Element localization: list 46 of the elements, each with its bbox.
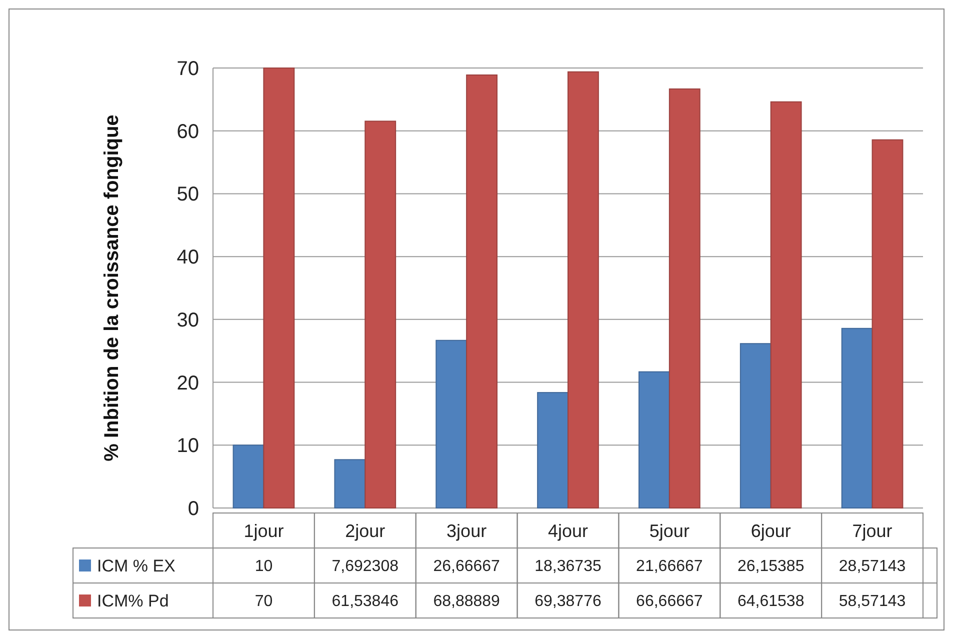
x-tick-label: 6jour <box>750 520 791 541</box>
y-axis-title: % Inbition de la croissance fongique <box>101 114 123 462</box>
data-label: 18,36735 <box>534 558 602 576</box>
data-label: 69,38776 <box>534 593 602 610</box>
data-label: 28,57143 <box>838 558 906 576</box>
y-tick-label: 50 <box>176 184 199 206</box>
y-tick-label: 30 <box>176 309 199 332</box>
bar <box>466 74 498 508</box>
y-tick-label: 20 <box>176 372 199 394</box>
bar <box>232 444 264 508</box>
bar <box>740 343 772 508</box>
x-tick-label: 3jour <box>446 520 487 541</box>
data-label: 10 <box>254 558 273 576</box>
bar <box>770 101 802 508</box>
y-tick-label: 60 <box>176 120 199 143</box>
y-tick-label: 0 <box>188 498 199 520</box>
y-tick-label: 70 <box>176 58 199 80</box>
data-label: 70 <box>254 593 273 610</box>
y-tick-label: 40 <box>176 246 199 269</box>
x-tick-label: 5jour <box>649 520 690 541</box>
bar <box>638 371 670 508</box>
bar <box>436 340 468 508</box>
bar <box>263 68 295 508</box>
bar <box>568 71 599 508</box>
data-label: 58,57143 <box>838 593 906 610</box>
legend-label: ICM % EX <box>97 556 176 576</box>
bar <box>364 120 396 508</box>
data-label: 26,15385 <box>737 558 804 576</box>
y-tick-label: 10 <box>176 435 199 458</box>
bar <box>668 88 700 508</box>
data-label: 26,66667 <box>433 558 500 576</box>
data-label: 61,53846 <box>332 593 399 610</box>
bar <box>872 139 904 508</box>
legend-label: ICM% Pd <box>97 591 169 610</box>
x-tick-label: 1jour <box>244 520 284 541</box>
bar <box>334 459 366 508</box>
x-tick-label: 2jour <box>345 520 386 541</box>
bar <box>537 392 568 508</box>
data-label: 21,66667 <box>636 558 703 576</box>
data-label: 7,692308 <box>332 558 399 576</box>
data-label: 64,61538 <box>737 593 804 610</box>
bar <box>841 328 873 508</box>
data-label: 66,66667 <box>636 593 703 610</box>
x-tick-label: 4jour <box>548 520 588 541</box>
data-label: 68,88889 <box>433 593 500 610</box>
x-tick-label: 7jour <box>852 520 892 541</box>
